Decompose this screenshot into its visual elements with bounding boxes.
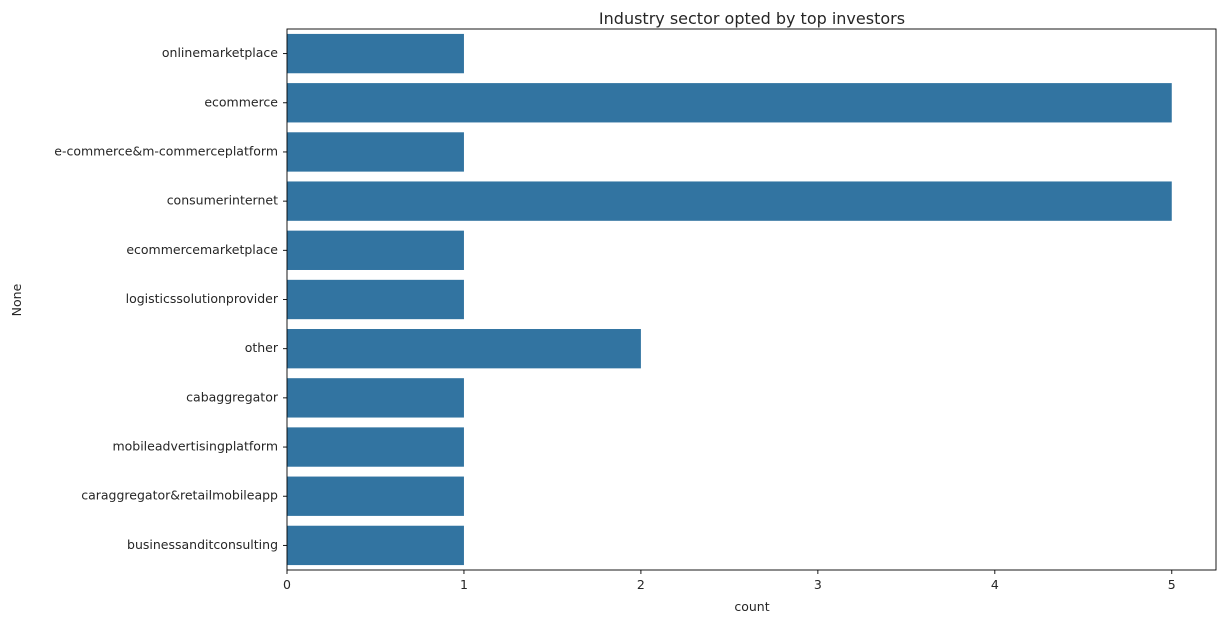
y-axis-label: None [9, 283, 24, 316]
y-ticks-group: onlinemarketplace ecommerce e-commerce&m-c… [54, 45, 287, 552]
x-tick-label: 5 [1168, 577, 1176, 592]
y-tick-label: ecommerce [204, 94, 278, 109]
x-tick-label: 2 [637, 577, 645, 592]
y-tick-label: cabaggregator [186, 389, 279, 404]
bar-consumerinternet [287, 181, 1172, 221]
y-tick-label: ecommercemarketplace [126, 242, 278, 257]
y-tick-label: logisticssolutionprovider [126, 291, 279, 306]
y-tick-label: businessanditconsulting [127, 537, 278, 552]
y-tick-label: consumerinternet [167, 193, 278, 208]
bar-logisticssolutionprovider [287, 279, 464, 320]
bars-group [287, 33, 1172, 566]
y-tick-label: onlinemarketplace [162, 45, 278, 60]
bar-businessanditconsulting [287, 525, 464, 566]
y-tick-label: caraggregator&retailmobileapp [81, 488, 278, 503]
x-tick-label: 0 [283, 577, 291, 592]
y-tick-label: mobileadvertisingplatform [112, 439, 278, 454]
chart-title: Industry sector opted by top investors [599, 9, 905, 28]
bar-e-commerce&m-commerceplatform [287, 132, 464, 172]
y-tick-label: other [245, 340, 279, 355]
bar-cabaggregator [287, 378, 464, 418]
y-tick-label: e-commerce&m-commerceplatform [54, 143, 278, 158]
x-tick-label: 1 [460, 577, 468, 592]
bar-mobileadvertisingplatform [287, 427, 464, 467]
x-tick-label: 3 [814, 577, 822, 592]
bar-caraggregator&retailmobileapp [287, 476, 464, 516]
x-tick-label: 4 [991, 577, 999, 592]
bar-onlinemarketplace [287, 33, 464, 74]
plot-frame [286, 28, 1217, 571]
x-ticks-group: 0 1 2 3 4 5 [283, 570, 1176, 592]
x-axis-label: count [734, 599, 769, 614]
bar-ecommercemarketplace [287, 230, 464, 270]
bar-other [287, 329, 641, 369]
bar-ecommerce [287, 83, 1172, 123]
